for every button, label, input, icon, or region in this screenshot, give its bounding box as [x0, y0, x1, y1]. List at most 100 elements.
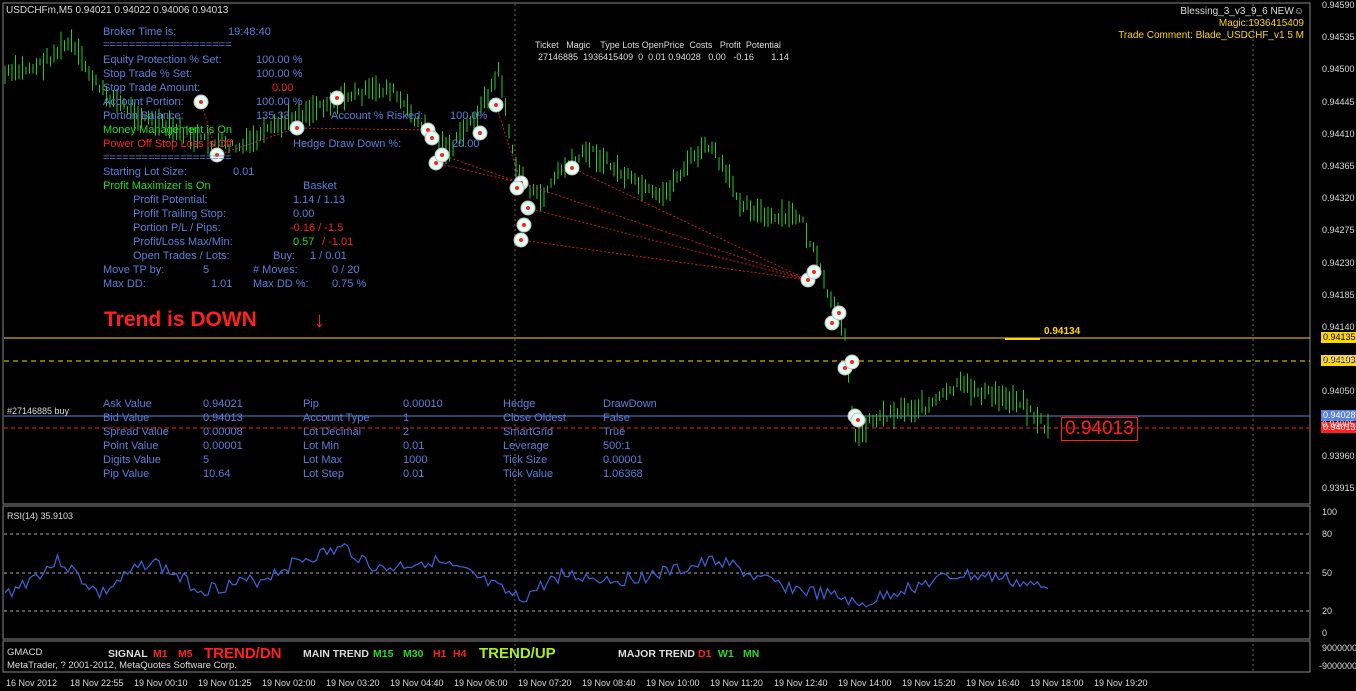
price-axis-tick: 0.94500 [1322, 64, 1355, 75]
order-label[interactable]: #27146885 buy [7, 406, 70, 416]
trade-marker-dot [850, 360, 854, 364]
trade-marker-dot [806, 278, 810, 282]
profit-maximizer-status: Profit Maximizer is On [103, 180, 211, 192]
time-axis-tick: 18 Nov 22:55 [70, 678, 124, 688]
trade-marker-dot [295, 126, 299, 130]
time-axis-tick: 16 Nov 2012 [6, 678, 58, 688]
moves-value: 0 / 20 [332, 264, 360, 276]
equity-protection-label: Equity Protection % Set: [103, 54, 222, 66]
market-info-value: 2 [403, 426, 410, 438]
trade-table-header: Ticket Magic Type Lots OpenPrice Costs P… [535, 40, 781, 50]
market-info-value: 5 [203, 454, 210, 466]
rsi-line [4, 542, 1049, 608]
max-dd-label: Max DD: [103, 278, 146, 290]
major-d1: D1 [698, 648, 712, 660]
market-info-label: Lot Min [303, 440, 340, 452]
current-price-box: 0.94013 [1061, 417, 1138, 441]
broker-time: 19:48:40 [228, 26, 271, 38]
time-axis-tick: 19 Nov 00:10 [134, 678, 188, 688]
signal-m1: M1 [153, 648, 168, 660]
price-axis-tick: 0.94590 [1322, 0, 1355, 10]
trade-marker-dot [494, 103, 498, 107]
trade-connector [527, 207, 809, 281]
trade-markers [193, 90, 866, 428]
down-arrow-icon: ↓ [314, 307, 325, 332]
trade-connector [200, 101, 218, 156]
trade-marker-dot [440, 153, 444, 157]
trade-marker-dot [426, 128, 430, 132]
price-axis-tick: 0.94005 [1322, 418, 1355, 429]
price-badge-blue: 0.94028 [1321, 410, 1356, 421]
open-trades-buy-label: Buy: [273, 250, 296, 262]
trade-marker-dot [215, 153, 219, 157]
market-info-value: 0.01 [403, 468, 425, 480]
market-info-value: 0.00008 [203, 426, 243, 438]
ea-name: Blessing_3_v3_9_6 NEW☺ [1180, 6, 1304, 17]
price-badge-yellow-2: 0.94103 [1321, 355, 1356, 366]
broker-time-label: Broker Time is: [103, 26, 177, 38]
main-h4: H4 [453, 648, 467, 660]
trade-marker-dot [478, 131, 482, 135]
market-info-value: 10.64 [203, 468, 231, 480]
move-tp-label: Move TP by: [103, 264, 165, 276]
price-axis-tick: 0.94185 [1322, 289, 1355, 300]
gmacd-label: GMACD [7, 647, 43, 658]
rsi-axis-80: 80 [1322, 529, 1333, 539]
main-h1: H1 [433, 648, 447, 660]
separator: ==================== [103, 39, 232, 51]
copyright: MetaTrader, ? 2001-2012, MetaQuotes Soft… [7, 660, 237, 671]
stop-trade-pct-value: 100.00 % [256, 68, 303, 80]
profit-loss-label: Profit/Loss Max/Min: [133, 236, 233, 248]
profit-loss-max: 0.57 [293, 236, 315, 248]
market-info-label: Pip [303, 398, 319, 410]
trade-marker-dot [434, 161, 438, 165]
magic-number: Magic:1936415409 [1218, 18, 1304, 29]
market-info-value: 1 [403, 412, 410, 424]
price-axis-tick: 0.94275 [1322, 225, 1355, 236]
price-axis-tick: 0.93915 [1322, 483, 1355, 493]
time-axis-tick: 19 Nov 19:20 [1094, 678, 1148, 688]
starting-lot-value: 0.01 [233, 166, 255, 178]
market-info-label: Hedge [503, 398, 536, 410]
price-axis-tick: 0.94410 [1322, 128, 1355, 139]
time-axis-tick: 19 Nov 11:20 [710, 678, 763, 688]
account-risked-label: Account % Risked: [331, 110, 424, 122]
market-info-label: SmartGrid [503, 426, 554, 438]
market-info-label: Pip Value [103, 468, 150, 480]
market-info-label: Bid Value [103, 412, 150, 424]
market-info-value: 0.01 [403, 440, 425, 452]
trade-connector [520, 239, 809, 281]
time-axis-tick: 19 Nov 01:25 [198, 678, 252, 688]
trade-marker-dot [515, 186, 519, 190]
market-info-label: Tick Size [503, 454, 548, 466]
trade-marker-dot [526, 206, 530, 210]
major-mn: MN [743, 648, 760, 660]
basket-label: Basket [303, 180, 337, 192]
trade-marker-dot [522, 223, 526, 227]
trade-marker-dot [837, 311, 841, 315]
main-m30: M30 [403, 648, 424, 660]
portion-balance-label: Portion Balance: [103, 110, 184, 122]
market-info-label: Lot Max [303, 454, 343, 466]
market-info-value: DrawDown [603, 398, 657, 410]
trade-connector [441, 154, 522, 184]
signal-m5: M5 [178, 648, 193, 660]
market-info-label: Leverage [503, 440, 549, 452]
market-info-label: Lot Decimal [303, 426, 362, 438]
level-line-label: 0.94134 [1044, 326, 1081, 337]
stop-trade-amount-value: 0.00 [272, 82, 294, 94]
time-axis-tick: 19 Nov 16:40 [966, 678, 1020, 688]
power-off-status: Power Off Stop Loss is Off [103, 138, 233, 150]
trade-connector [435, 162, 522, 184]
signal-label: SIGNAL [108, 648, 148, 660]
time-axis-tick: 19 Nov 14:00 [838, 678, 892, 688]
trade-marker-dot [856, 418, 860, 422]
trend-status: Trend is DOWN [104, 308, 257, 331]
hedge-dd-value: 20.00 [452, 138, 480, 150]
price-axis-tick: 0.94365 [1322, 161, 1355, 171]
market-info-label: Ask Value [103, 398, 152, 410]
moves-label: # Moves: [253, 264, 298, 276]
market-info-label: Point Value [103, 440, 159, 452]
market-info-value: False [603, 412, 630, 424]
